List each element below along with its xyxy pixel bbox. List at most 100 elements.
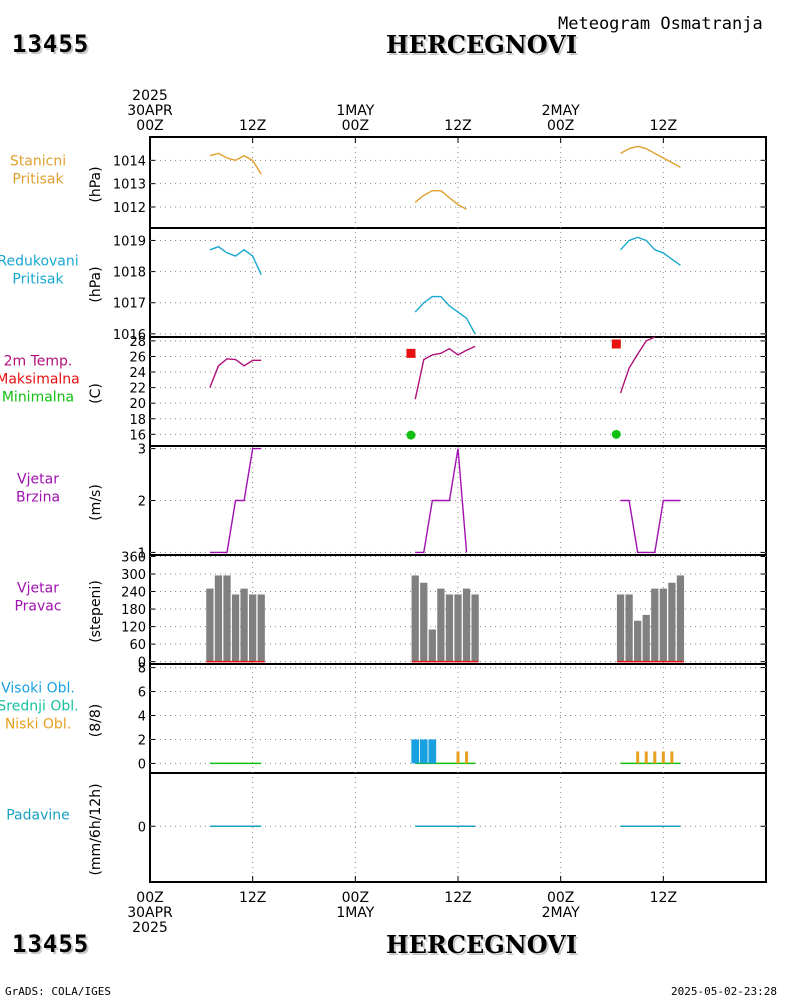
bar — [634, 620, 642, 662]
station-name-footer: HERCEGNOVI — [386, 930, 578, 959]
y-tick-label: 1019 — [113, 234, 146, 249]
panel-3: Vjetar Brzina (m/s) 1 2 3 — [16, 443, 766, 561]
bar — [223, 575, 231, 662]
panel-label: Vjetar — [17, 472, 59, 488]
y-tick-label: 1 — [138, 546, 146, 561]
y-tick-label: 4 — [138, 710, 146, 725]
bar — [257, 594, 265, 662]
y-axis-label: (hPa) — [88, 166, 104, 202]
panel-label: Niski Obl. — [5, 717, 71, 733]
y-tick-label: 28 — [129, 335, 146, 350]
bar — [471, 594, 479, 662]
series-line — [620, 145, 681, 168]
tmax-marker — [406, 348, 416, 358]
panel-label: Stanicni — [10, 154, 66, 170]
bar — [454, 594, 462, 662]
y-tick-label: 24 — [129, 366, 146, 381]
y-tick-label: 6 — [138, 686, 146, 701]
y-tick-label: 60 — [129, 638, 146, 653]
panel-label: Pritisak — [12, 272, 64, 288]
series-line — [209, 152, 262, 175]
panel-label: Pravac — [14, 599, 61, 615]
top-time-label: 30APR — [127, 103, 173, 119]
y-tick-label: 8 — [138, 662, 146, 677]
y-tick-label: 26 — [129, 350, 146, 365]
series-line — [209, 358, 262, 388]
bottom-time-label: 30APR — [127, 905, 173, 921]
station-name-header: HERCEGNOVI — [386, 30, 578, 59]
y-tick-label: 3 — [138, 443, 146, 458]
bar — [249, 594, 257, 662]
bar — [420, 582, 428, 662]
series-line — [415, 448, 468, 554]
panel-label: Maksimalna — [0, 372, 80, 388]
bar — [670, 751, 674, 764]
y-tick-label: 240 — [121, 586, 146, 601]
y-tick-label: 1016 — [113, 328, 146, 343]
plot-frame — [149, 136, 767, 883]
y-axis-label: (stepeni) — [88, 580, 104, 643]
bottom-time-label: 00Z — [547, 890, 574, 906]
y-tick-label: 0 — [138, 757, 146, 772]
bar — [411, 739, 420, 764]
bar — [419, 739, 428, 764]
series-line — [620, 236, 681, 266]
panel-4: Vjetar Pravac (stepeni) 0 60 120 180 240 300 360 — [14, 550, 766, 671]
y-tick-label: 2 — [138, 495, 146, 510]
bar — [411, 575, 419, 662]
tmax-marker — [611, 339, 621, 349]
meteogram-title: Meteogram Osmatranja — [558, 14, 763, 34]
panel-label: Visoki Obl. — [1, 681, 75, 697]
y-axis-label: (8/8) — [88, 704, 104, 737]
panel-6: Padavine (mm/6h/12h) 0 — [6, 783, 766, 876]
bar — [668, 582, 676, 662]
panel-label: Minimalna — [2, 390, 74, 406]
y-tick-label: 1018 — [113, 266, 146, 281]
bar — [616, 594, 625, 662]
y-tick-label: 1012 — [113, 201, 146, 216]
top-time-label: 00Z — [547, 118, 574, 134]
bar — [653, 751, 657, 764]
bottom-time-label: 12Z — [444, 890, 471, 906]
bottom-time-label: 2025 — [132, 920, 168, 936]
y-axis-label: (hPa) — [88, 266, 104, 302]
top-time-label: 2025 — [132, 88, 168, 104]
y-tick-label: 20 — [129, 397, 146, 412]
bar — [206, 588, 214, 662]
bottom-time-label: 00Z — [342, 890, 369, 906]
bar — [659, 588, 667, 662]
tmin-marker — [406, 430, 416, 440]
bar — [428, 629, 436, 662]
grads-credit: GrADS: COLA/IGES — [5, 985, 111, 998]
top-time-label: 12Z — [650, 118, 677, 134]
bar — [240, 588, 248, 662]
y-tick-label: 1014 — [113, 154, 146, 169]
top-time-label: 1MAY — [336, 103, 374, 119]
panel-label: Vjetar — [17, 581, 59, 597]
series-line — [414, 295, 476, 335]
bar — [437, 588, 445, 662]
bar — [214, 575, 223, 662]
station-id-header: 13455 — [12, 30, 90, 58]
tmin-marker — [611, 429, 621, 439]
panel-0: Stanicni Pritisak (hPa) 1012 1013 1014 — [10, 145, 766, 216]
bar — [456, 751, 460, 764]
top-time-label: 12Z — [444, 118, 471, 134]
panel-label: 2m Temp. — [4, 354, 73, 370]
y-tick-label: 18 — [129, 413, 146, 428]
series-line — [414, 189, 467, 210]
y-tick-label: 0 — [138, 820, 146, 835]
panel-1: Redukovani Pritisak (hPa) 1016 1017 1018 1019 — [0, 234, 766, 343]
panel-label: Padavine — [6, 808, 70, 824]
generation-timestamp: 2025-05-02-23:28 — [671, 985, 777, 998]
y-tick-label: 0 — [138, 656, 146, 671]
bottom-time-label: 12Z — [239, 890, 266, 906]
bar — [636, 751, 640, 764]
bottom-time-label: 2MAY — [542, 905, 580, 921]
y-tick-label: 180 — [121, 603, 146, 618]
y-tick-label: 22 — [129, 382, 146, 397]
series-line — [414, 345, 476, 400]
y-tick-label: 16 — [129, 428, 146, 443]
top-time-label: 2MAY — [542, 103, 580, 119]
